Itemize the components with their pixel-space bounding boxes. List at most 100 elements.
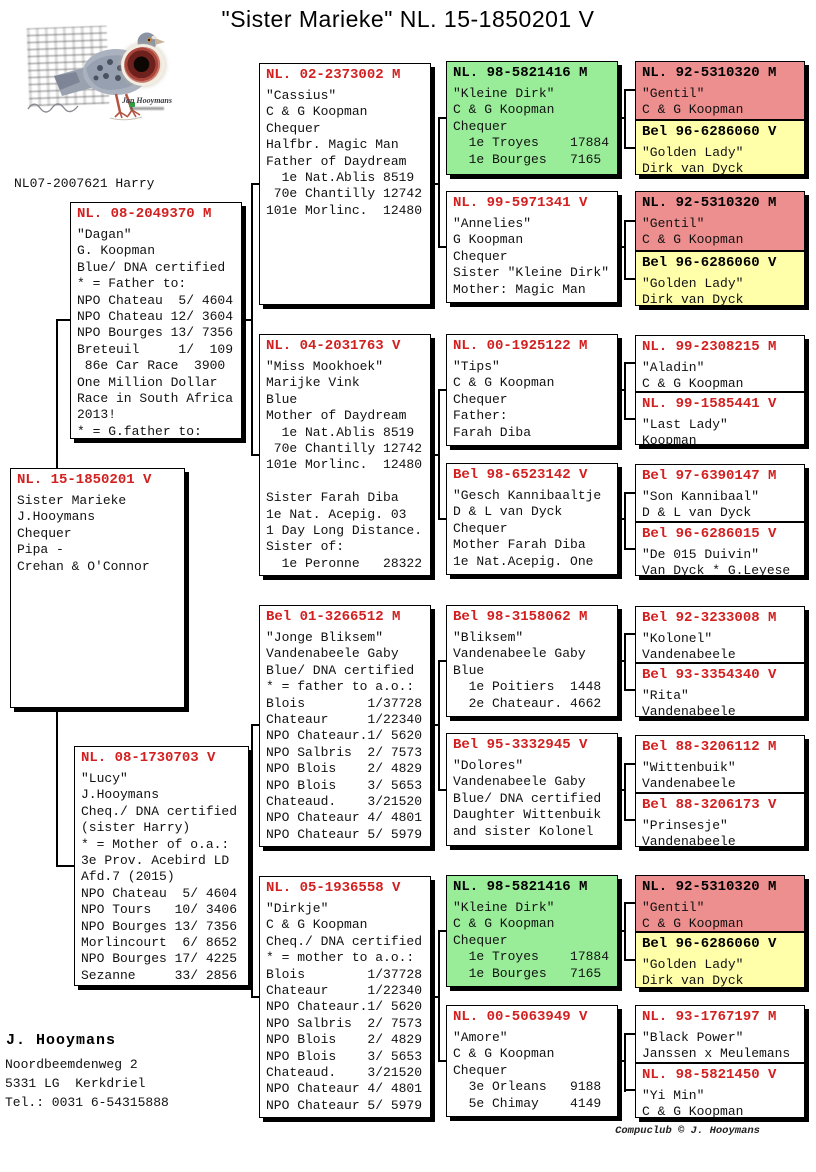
connector-line (618, 1060, 626, 1062)
connector-line (438, 389, 446, 391)
pedigree-box-dagan: NL. 08-2049370 M "Dagan" G. Koopman Blue/… (70, 202, 242, 439)
connector-line (438, 660, 440, 791)
pedigree-box-rita: Bel 93-3354340 V "Rita" Vandenabeele (635, 663, 805, 717)
box-lines: Sister Marieke J.Hooymans Chequer Pipa -… (17, 493, 150, 574)
connector-line (624, 633, 635, 635)
ring-number: Bel 93-3354340 V (642, 667, 777, 683)
connector-line (624, 1033, 635, 1035)
compuclub-credit: Compuclub © J. Hooymans (615, 1125, 760, 1137)
connector-line (431, 724, 440, 726)
ring-number: NL. 92-5310320 M (642, 195, 777, 211)
box-lines: "Dirkje" C & G Koopman Cheq./ DNA certif… (266, 901, 423, 1113)
connector-line (624, 902, 626, 961)
pedigree-box-annelies: NL. 99-5971341 V "Annelies" G Koopman Che… (446, 191, 618, 303)
connector-line (624, 902, 635, 904)
connector-line (624, 89, 626, 149)
box-lines: "De 015 Duivin" Van Dyck * G.Leyese (642, 547, 791, 576)
box-lines: "Wittenbuik" Vandenabeele (642, 760, 736, 792)
connector-line (438, 930, 446, 932)
ring-number: Bel 01-3266512 M (266, 609, 401, 625)
connector-line (624, 633, 626, 691)
box-lines: "Cassius" C & G Koopman Chequer Halfbr. … (266, 88, 423, 218)
box-lines: "Aladin" C & G Koopman (642, 360, 744, 392)
ring-number: NL. 99-2308215 M (642, 339, 777, 355)
box-lines: "Kolonel" Vandenabeele (642, 631, 736, 663)
pedigree-box-miss-mookhoek: NL. 04-2031763 V "Miss Mookhoek" Marijke … (259, 334, 431, 576)
ring-number: NL. 92-5310320 M (642, 65, 777, 81)
connector-line (624, 1033, 626, 1092)
ring-number: Bel 95-3332945 V (453, 737, 588, 753)
connector-line (618, 660, 626, 662)
connector-line (56, 319, 71, 321)
connector-line (438, 389, 440, 520)
pedigree-box-golden-lady-3: Bel 96-6286060 V "Golden Lady" Dirk van D… (635, 932, 805, 988)
ring-number: Bel 98-6523142 V (453, 467, 588, 483)
eye-caption-line2 (130, 107, 164, 110)
pigeon-photo (54, 32, 165, 121)
pedigree-box-dolores: Bel 95-3332945 V "Dolores" Vandenabeele G… (446, 733, 618, 846)
box-lines: "Golden Lady" Dirk van Dyck (642, 276, 744, 306)
pedigree-box-gentil-3: NL. 92-5310320 M "Gentil" C & G Koopman (635, 875, 805, 932)
connector-line (624, 362, 635, 364)
ring-number: NL. 00-1925122 M (453, 338, 588, 354)
ring-number: Bel 96-6286060 V (642, 255, 777, 271)
ring-number: NL. 98-5821450 V (642, 1067, 777, 1083)
connector-line (438, 246, 446, 248)
connector-line (624, 278, 635, 280)
box-lines: "Gesch Kannibaaltje D & L van Dyck Chequ… (453, 488, 602, 569)
ring-number: NL. 93-1767197 M (642, 1009, 777, 1025)
ring-number: Bel 92-3233008 M (642, 610, 777, 626)
ring-number: NL. 08-2049370 M (77, 206, 212, 222)
pedigree-box-kolonel: Bel 92-3233008 M "Kolonel" Vandenabeele (635, 606, 805, 663)
box-lines: "Gentil" C & G Koopman (642, 216, 744, 248)
pedigree-box-tips: NL. 00-1925122 M "Tips" C & G Koopman Che… (446, 334, 618, 446)
connector-line (438, 660, 446, 662)
connector-line (624, 418, 635, 420)
pedigree-box-golden-lady-1: Bel 96-6286060 V "Golden Lady" Dirk van D… (635, 120, 805, 175)
ring-number: Bel 88-3206173 V (642, 797, 777, 813)
connector-line (624, 492, 635, 494)
connector-line (624, 362, 626, 420)
connector-line (438, 930, 440, 1062)
connector-line (624, 763, 626, 821)
connector-line (431, 996, 440, 998)
box-lines: "Dolores" Vandenabeele Gaby Blue/ DNA ce… (453, 758, 602, 839)
connector-line (251, 996, 259, 998)
connector-line (618, 389, 626, 391)
connector-line (56, 865, 75, 867)
ring-number: NL. 99-5971341 V (453, 195, 588, 211)
connector-line (56, 319, 58, 469)
box-lines: "Miss Mookhoek" Marijke Vink Blue Mother… (266, 359, 423, 571)
connector-line (618, 789, 626, 791)
pedigree-box-golden-lady-2: Bel 96-6286060 V "Golden Lady" Dirk van D… (635, 251, 805, 306)
eye-caption: Jan Hooymans (121, 96, 172, 105)
owner-address-city: 5331 LG Kerkdriel (5, 1076, 146, 1091)
pigeon-eye-photo (124, 47, 162, 83)
ring-number: Bel 97-6390147 M (642, 468, 777, 484)
pedigree-box-kleine-dirk-1: NL. 98-5821416 M "Kleine Dirk" C & G Koop… (446, 61, 618, 175)
connector-line (624, 220, 626, 280)
ring-number: NL. 00-5063949 V (453, 1009, 588, 1025)
box-lines: "Tips" C & G Koopman Chequer Father: Far… (453, 359, 555, 440)
connector-line (624, 689, 635, 691)
connector-line (251, 183, 253, 456)
handwritten-note (27, 103, 79, 113)
box-lines: "Son Kannibaal" D & L van Dyck (642, 489, 760, 521)
photo-caption: NL07-2007621 Harry (14, 176, 155, 191)
box-lines: "Gentil" C & G Koopman (642, 900, 744, 932)
pedigree-box-prinsesje: Bel 88-3206173 V "Prinsesje" Vandenabeele (635, 793, 805, 847)
box-lines: "Prinsesje" Vandenabeele (642, 818, 736, 847)
pedigree-box-gentil-1: NL. 92-5310320 M "Gentil" C & G Koopman (635, 61, 805, 120)
connector-line (624, 492, 626, 550)
connector-line (624, 959, 635, 961)
ring-number: NL. 02-2373002 M (266, 67, 401, 83)
connector-line (618, 246, 626, 248)
ring-number: NL. 04-2031763 V (266, 338, 401, 354)
pedigree-box-amore: NL. 00-5063949 V "Amore" C & G Koopman Ch… (446, 1005, 618, 1117)
connector-line (438, 117, 446, 119)
pedigree-box-subject: NL. 15-1850201 V Sister Marieke J.Hooyman… (10, 468, 185, 708)
connector-line (251, 454, 259, 456)
connector-line (251, 724, 253, 998)
box-lines: "Annelies" G Koopman Chequer Sister "Kle… (453, 216, 610, 297)
pedigree-box-bliksem: Bel 98-3158062 M "Bliksem" Vandenabeele G… (446, 605, 618, 717)
